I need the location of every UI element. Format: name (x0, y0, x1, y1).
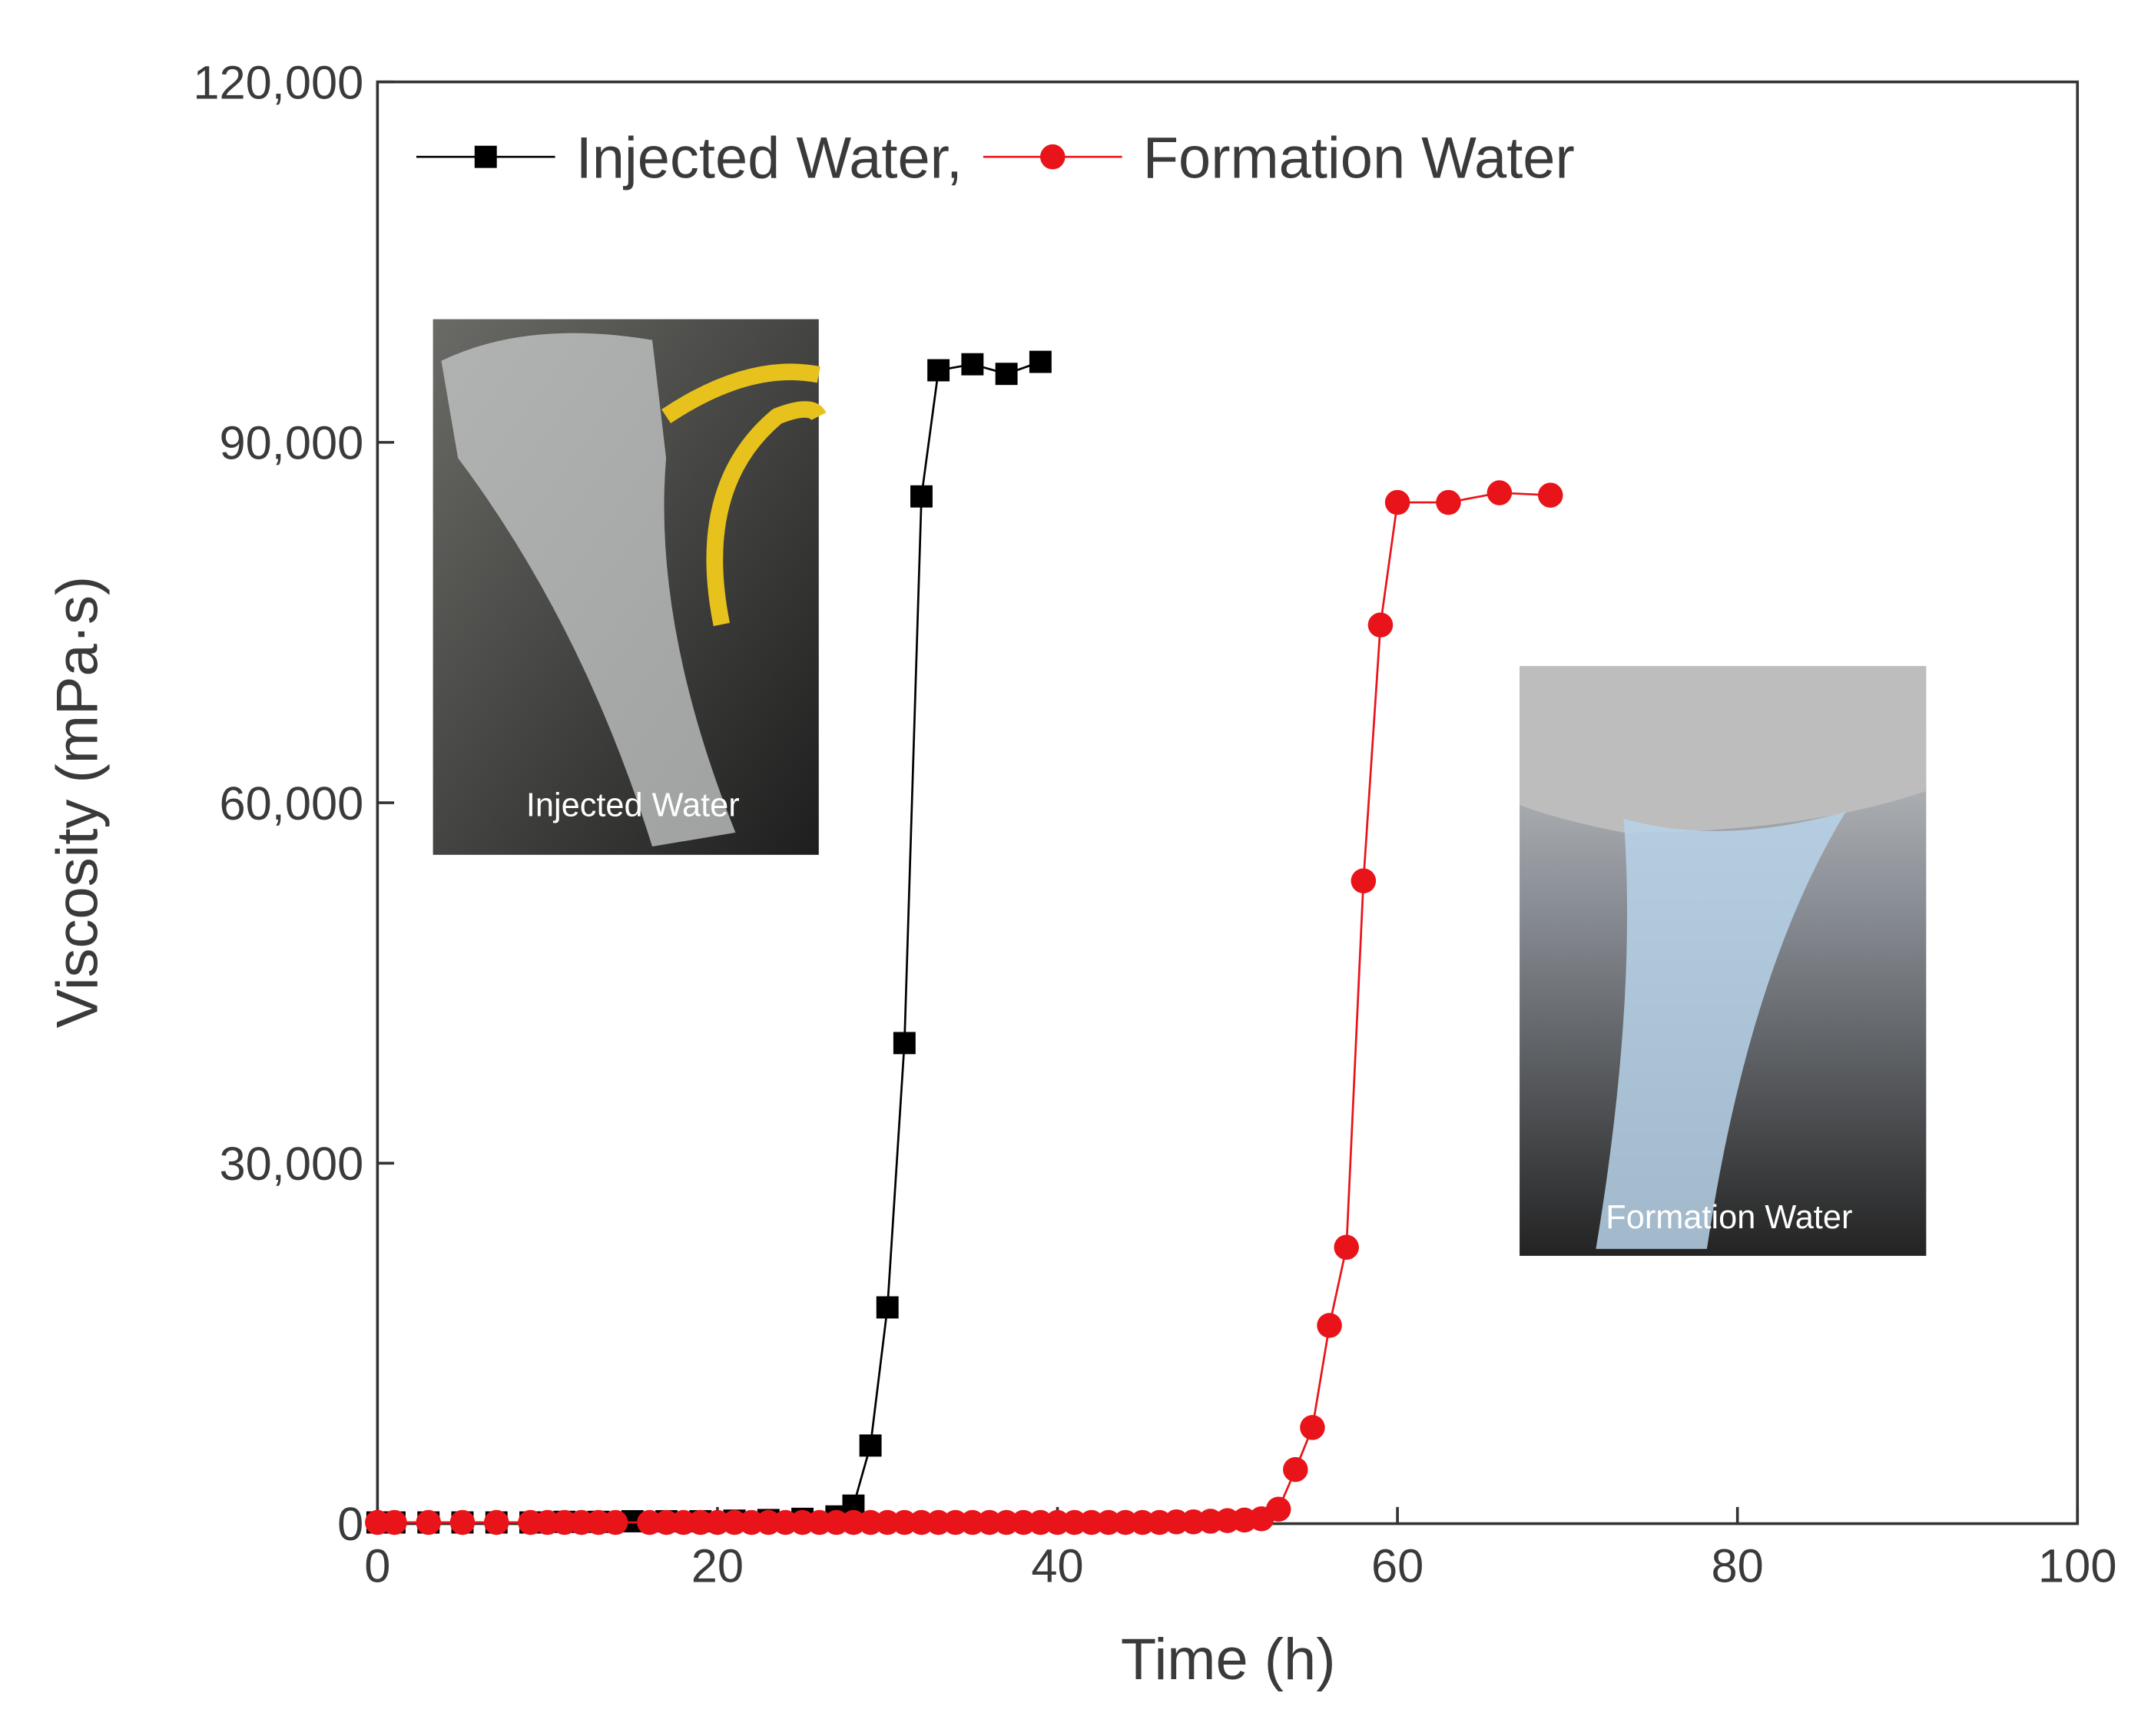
marker (893, 1032, 916, 1055)
x-tick-label: 80 (1712, 1539, 1764, 1592)
y-axis-title: Viscosity (mPa·s) (45, 576, 110, 1029)
marker (1384, 489, 1410, 515)
marker (416, 1509, 441, 1536)
legend-marker (474, 145, 497, 168)
x-tick-label: 0 (364, 1539, 390, 1592)
marker (995, 363, 1018, 386)
marker (382, 1509, 407, 1536)
marker (927, 359, 950, 382)
legend-label: Injected Water, (576, 125, 963, 190)
x-tick-label: 20 (691, 1539, 744, 1592)
marker (602, 1509, 628, 1536)
marker (1351, 868, 1377, 894)
marker (1334, 1234, 1359, 1261)
inset-injected: Injected Water (433, 319, 827, 855)
x-tick-label: 60 (1371, 1539, 1424, 1592)
marker (1486, 480, 1513, 505)
marker (910, 485, 933, 508)
x-tick-label: 100 (2038, 1539, 2116, 1592)
y-tick-label: 60,000 (219, 777, 363, 830)
y-tick-label: 0 (337, 1498, 363, 1551)
y-tick-label: 120,000 (193, 56, 363, 109)
inset-label: Formation Water (1606, 1199, 1852, 1236)
marker (859, 1434, 882, 1457)
marker (449, 1509, 476, 1536)
marker (1300, 1415, 1325, 1440)
marker (1436, 489, 1461, 515)
inset-formation: Formation Water (1520, 666, 1927, 1256)
x-tick-label: 40 (1031, 1539, 1083, 1592)
inset-label: Injected Water (526, 787, 740, 823)
x-axis-title: Time (h) (1121, 1627, 1336, 1692)
y-tick-label: 30,000 (219, 1138, 363, 1191)
legend-label: Formation Water (1143, 125, 1575, 190)
marker (1283, 1456, 1308, 1483)
y-tick-label: 90,000 (219, 417, 363, 470)
marker (1317, 1313, 1342, 1338)
marker (876, 1296, 899, 1319)
marker (484, 1509, 509, 1536)
marker (1029, 350, 1052, 373)
legend-marker (1040, 144, 1066, 170)
marker (961, 353, 984, 376)
marker (1538, 482, 1563, 508)
marker (1265, 1496, 1291, 1522)
marker (1367, 612, 1394, 638)
